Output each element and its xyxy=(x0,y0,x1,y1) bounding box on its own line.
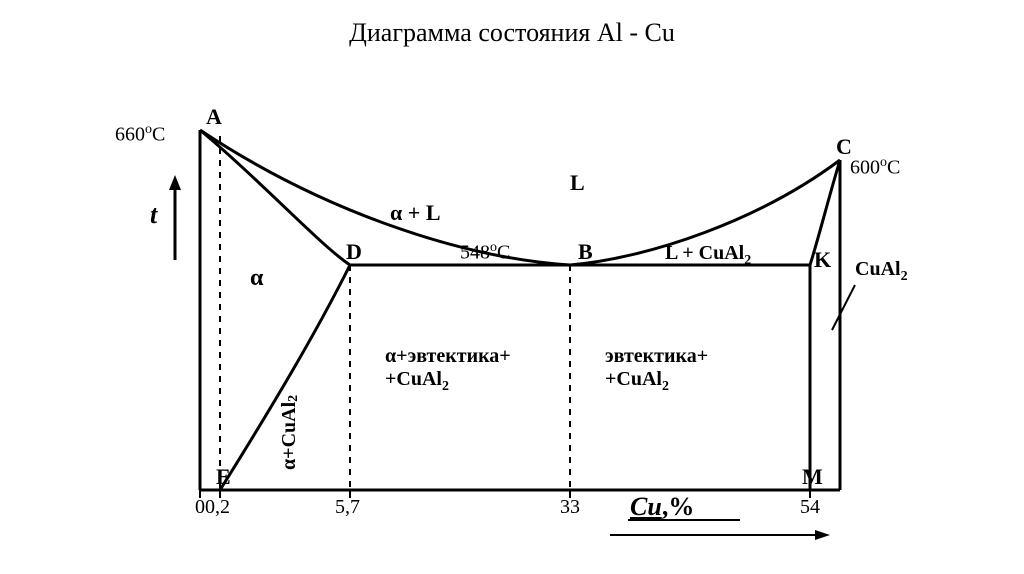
temp-t548: 548oC xyxy=(460,240,510,265)
point-E: E xyxy=(216,464,231,490)
point-D: D xyxy=(346,239,362,265)
point-A: A xyxy=(206,104,222,130)
phase-diagram: ACDBKEM660oC600oC548oCLα + LαL + CuAl2Cu… xyxy=(120,90,900,550)
temp-t600: 600oC xyxy=(850,155,900,180)
point-M: M xyxy=(802,464,823,490)
region-alpha-eut-CuAl2: α+эвтектика++CuAl2 xyxy=(385,345,511,395)
region-L: L xyxy=(570,170,585,196)
page-title: Диаграмма состояния Al - Cu xyxy=(0,18,1024,48)
point-B: B xyxy=(578,239,593,265)
y-axis-label: t xyxy=(150,200,157,230)
temp-t660: 660oC xyxy=(115,122,165,147)
region-CuAl2-right: CuAl2 xyxy=(855,258,908,285)
x-axis-label: Cu,% xyxy=(630,492,694,522)
xtick-0_2: 0,2 xyxy=(205,496,230,519)
xtick-33: 33 xyxy=(560,496,580,519)
xtick-0: 0 xyxy=(195,496,205,519)
point-K: K xyxy=(814,247,831,273)
region-eut-CuAl2: эвтектика++CuAl2 xyxy=(605,345,708,395)
region-alpha-CuAl2-vertical: α+CuAl2 xyxy=(278,340,302,470)
xtick-54: 54 xyxy=(800,496,820,519)
diagram-svg xyxy=(120,90,900,550)
region-alpha-L: α + L xyxy=(390,200,441,226)
region-alpha: α xyxy=(250,265,263,292)
xtick-5_7: 5,7 xyxy=(335,496,360,519)
region-L-CuAl2: L + CuAl2 xyxy=(665,242,751,269)
